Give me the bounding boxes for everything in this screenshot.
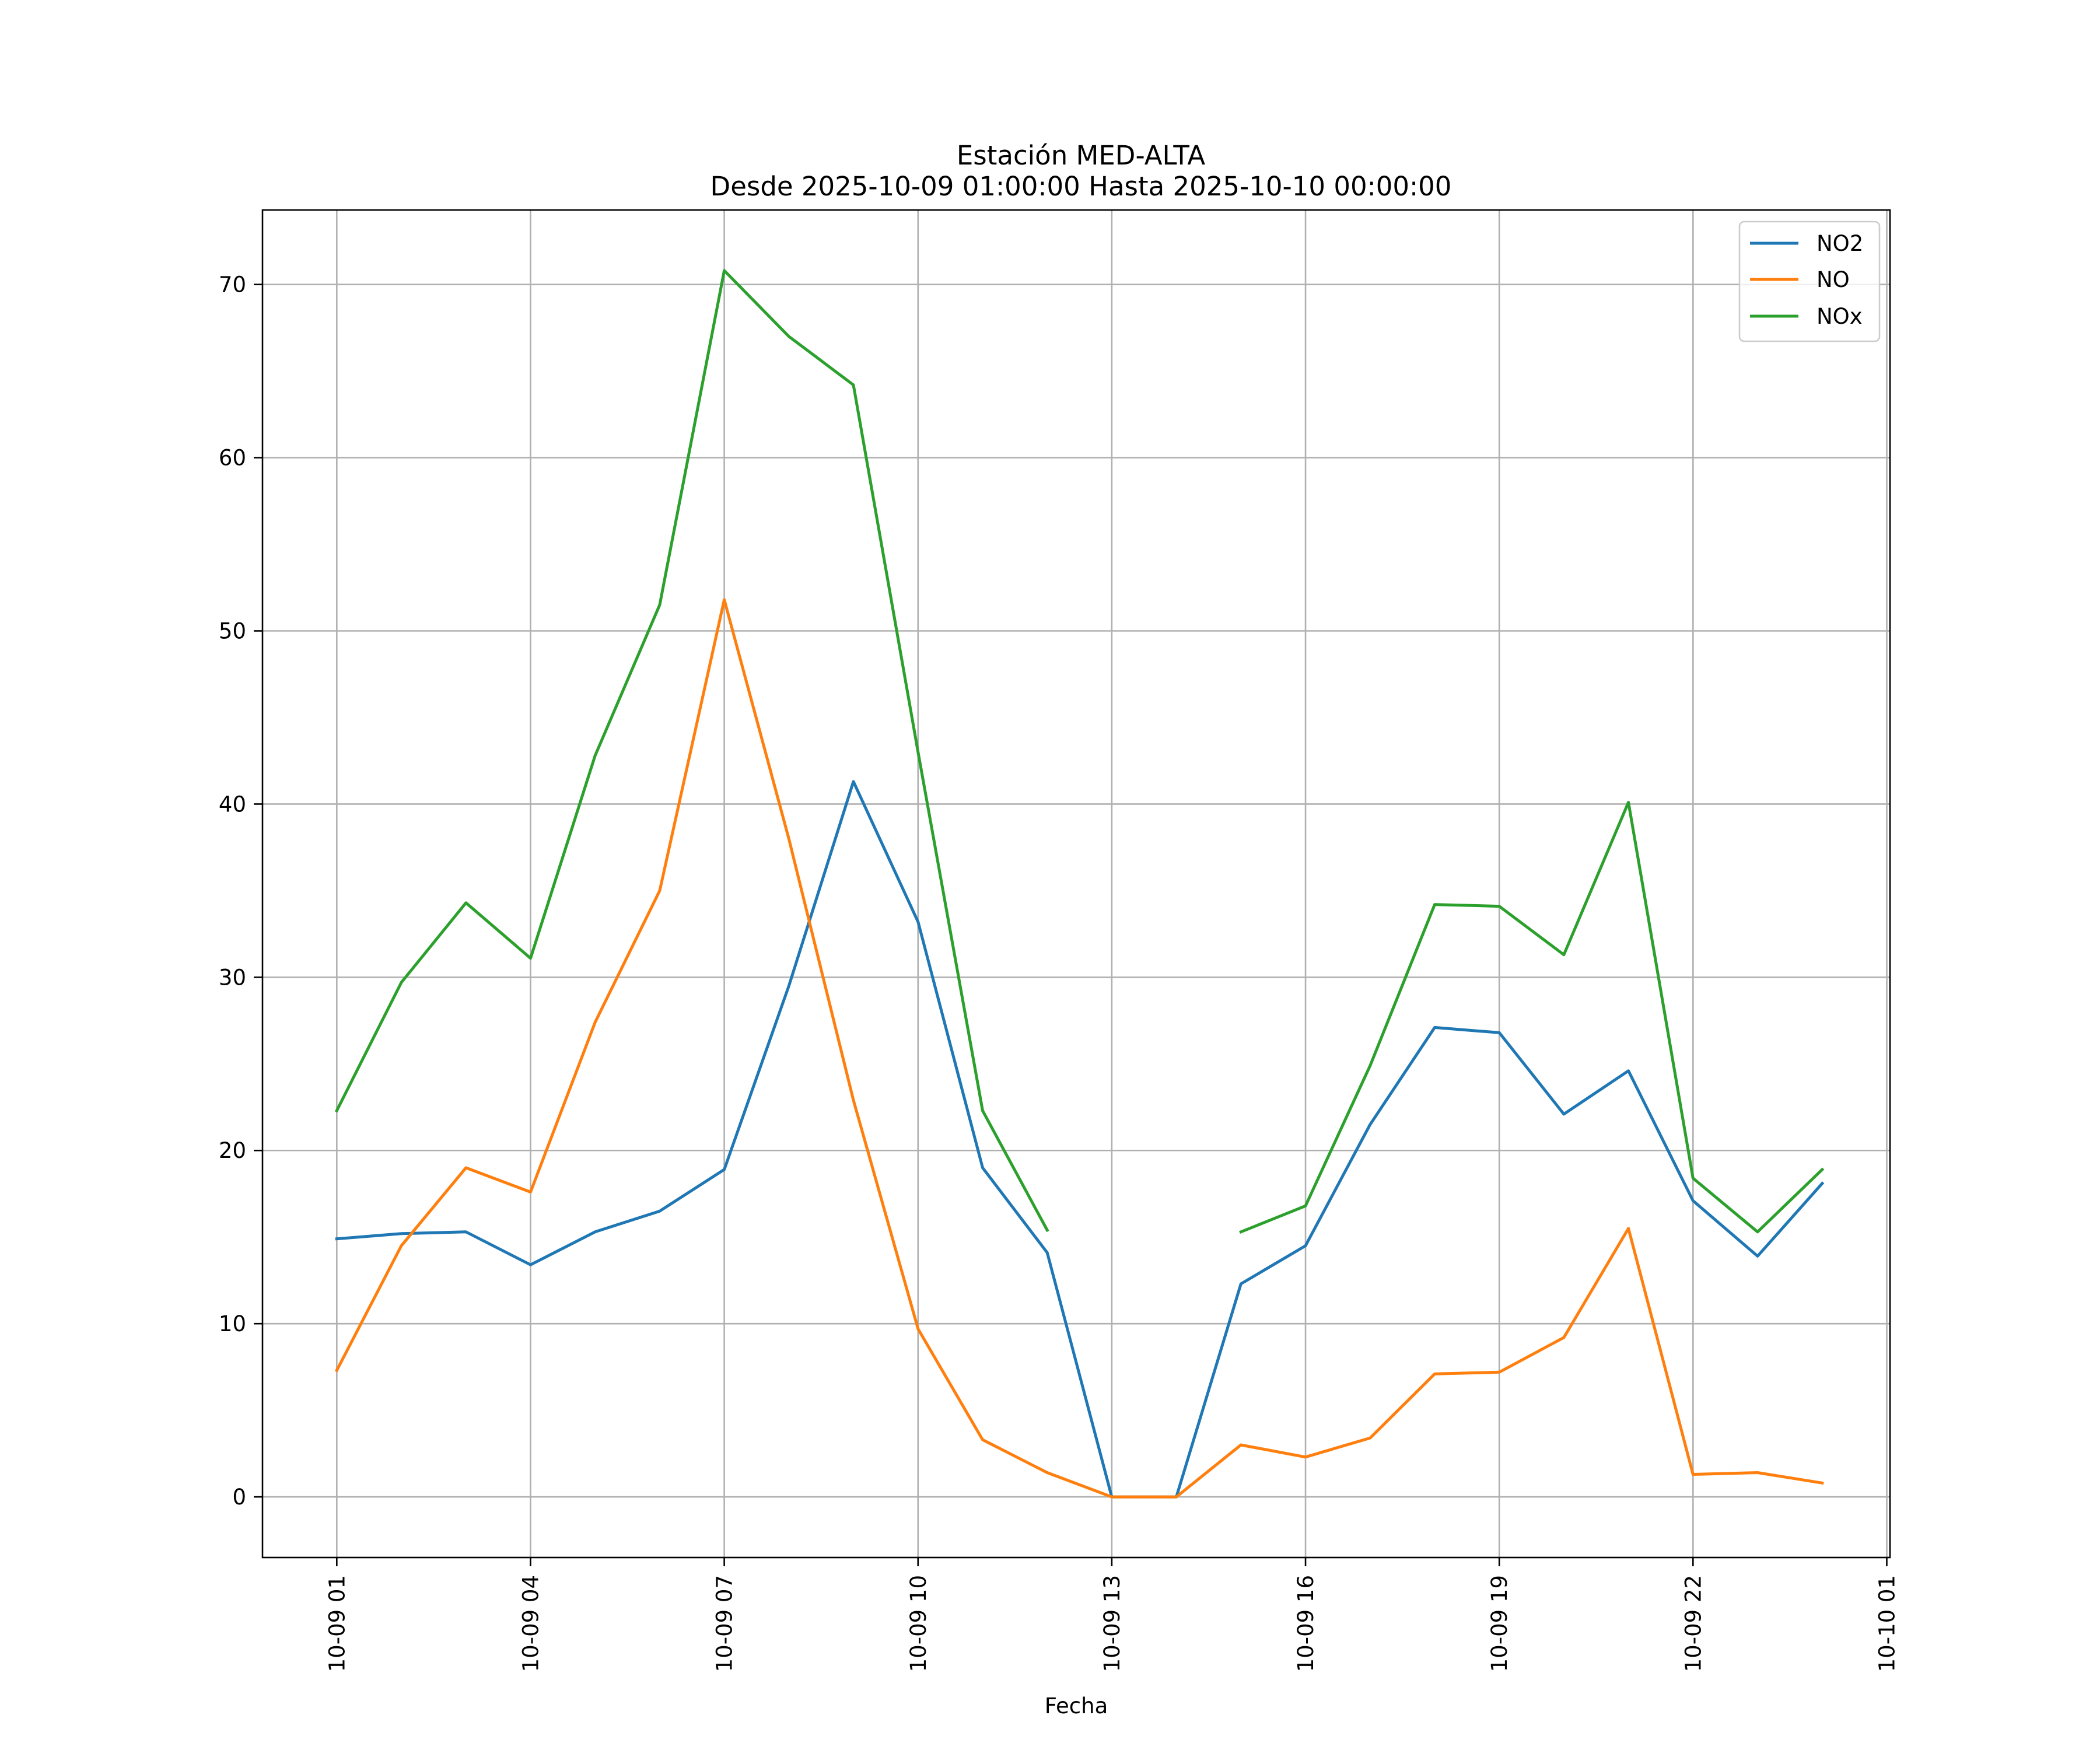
legend-label-nox: NOx [1817, 304, 1863, 329]
legend-label-no: NO [1817, 267, 1850, 292]
chart-subtitle: Desde 2025-10-09 01:00:00 Hasta 2025-10-… [710, 171, 1452, 202]
x-tick-label-6: 10-09 19 [1487, 1575, 1512, 1672]
x-tick-label-0: 10-09 01 [324, 1575, 349, 1672]
y-tick-label-7: 70 [219, 272, 246, 298]
legend: NO2 NO NOx [1738, 220, 1881, 342]
x-tick-label-7: 10-09 22 [1681, 1575, 1706, 1672]
legend-label-no2: NO2 [1817, 231, 1863, 256]
grid [262, 210, 1890, 1558]
x-tick-label-5: 10-09 16 [1293, 1575, 1318, 1672]
legend-box [1738, 220, 1881, 342]
y-tick-label-3: 30 [219, 965, 246, 990]
series-line-no-0 [334, 598, 1824, 1499]
y-axis-ticks: 0 10 20 30 40 50 60 70 [219, 272, 262, 1510]
y-tick-label-5: 50 [219, 619, 246, 644]
y-tick-label-0: 0 [232, 1485, 246, 1510]
x-axis-label: Fecha [1045, 1693, 1108, 1718]
x-tick-label-4: 10-09 13 [1100, 1575, 1125, 1672]
x-tick-label-3: 10-09 10 [906, 1575, 931, 1672]
series-line-nox-1 [1239, 800, 1825, 1234]
chart-title: Estación MED-ALTA [957, 140, 1206, 171]
series-line-no2-0 [335, 780, 1825, 1499]
series-line-nox-0 [334, 269, 1049, 1233]
x-axis-ticks: 10-09 01 10-09 04 10-09 07 10-09 10 10-09 13… [324, 1558, 1899, 1672]
y-tick-label-1: 10 [219, 1311, 246, 1336]
x-tick-label-1: 10-09 04 [518, 1575, 543, 1672]
x-tick-label-2: 10-09 07 [712, 1575, 737, 1672]
x-tick-label-8: 10-10 01 [1874, 1575, 1899, 1672]
y-tick-label-2: 20 [219, 1138, 246, 1163]
y-tick-label-6: 60 [219, 446, 246, 471]
plot-frame [261, 209, 1891, 1559]
y-tick-label-4: 40 [219, 792, 246, 817]
series-lines [334, 269, 1825, 1499]
